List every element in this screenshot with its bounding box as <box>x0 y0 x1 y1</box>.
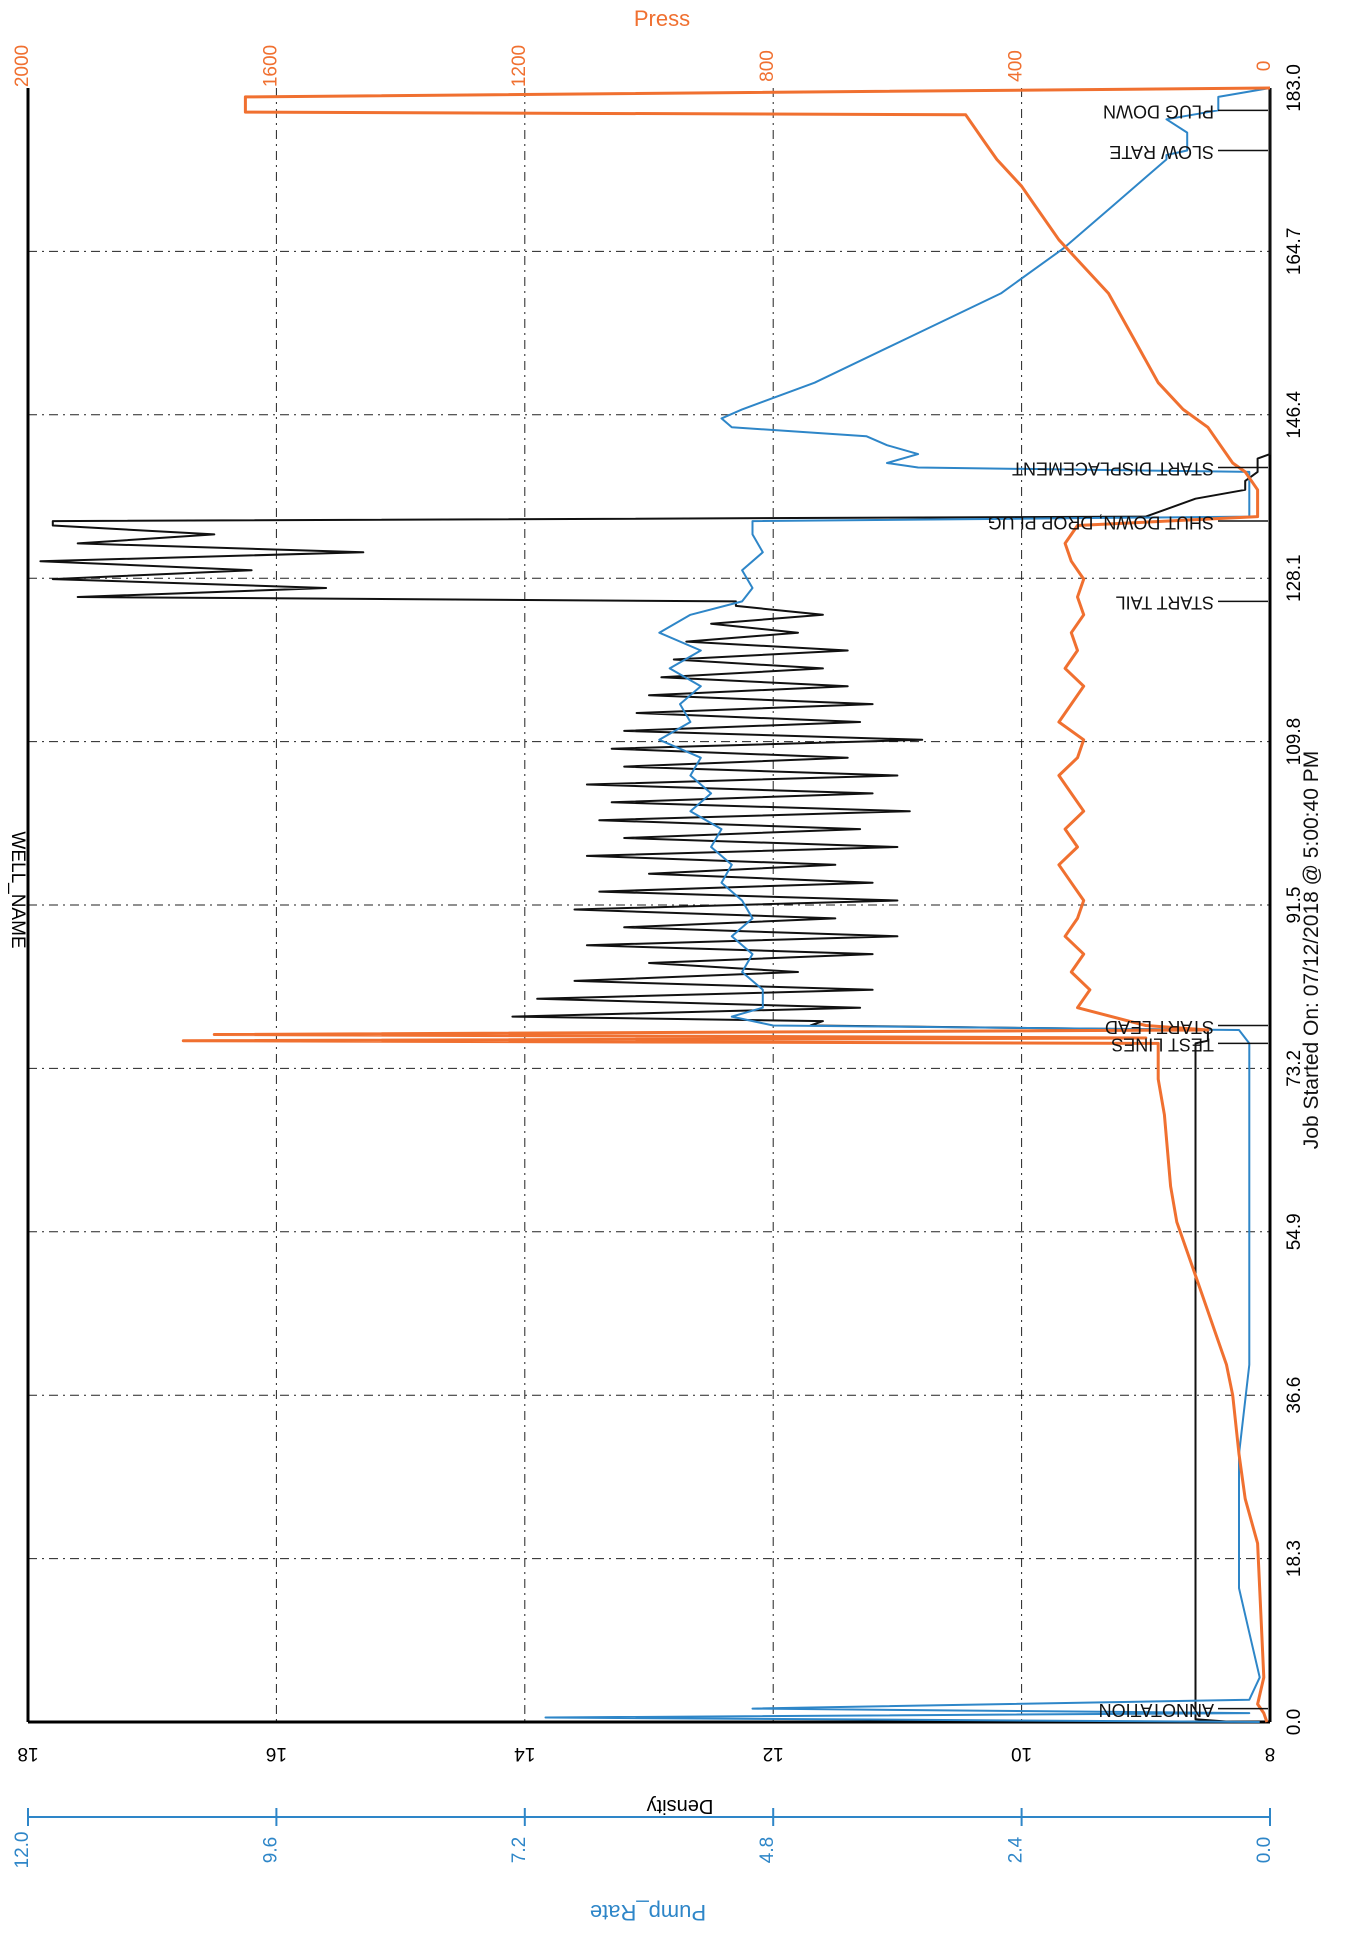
press-tick-label: 2000 <box>12 45 33 87</box>
time-tick-label: 54.9 <box>1284 1213 1305 1250</box>
press-axis-label: Press <box>634 6 690 31</box>
series-density <box>39 88 1271 1723</box>
annotation-label: SHUT DOWN, DROP PLUG <box>988 512 1214 532</box>
density-tick-label: 14 <box>514 1743 536 1764</box>
time-tick-label: 36.6 <box>1284 1377 1305 1414</box>
density-tick-label: 8 <box>1265 1743 1276 1764</box>
density-tick-label: 16 <box>266 1743 287 1764</box>
series-press <box>181 86 1271 1723</box>
time-tick-label: 73.2 <box>1284 1050 1305 1087</box>
time-tick-label: 0.0 <box>1284 1709 1305 1735</box>
press-tick-label: 1600 <box>260 45 281 87</box>
annotation-label: START TAIL <box>1116 593 1214 613</box>
job-started-footer: Job Started On: 07/12/2018 @ 5:00:40 PM <box>1300 751 1323 1149</box>
grid <box>28 88 1270 1722</box>
annotation-label: TEST LINES <box>1111 1035 1214 1055</box>
series <box>39 86 1271 1723</box>
annotation-label: START LEAD <box>1105 1017 1214 1037</box>
time-tick-label: 128.1 <box>1284 554 1305 602</box>
density-tick-label: 12 <box>763 1743 784 1764</box>
time-tick-label: 18.3 <box>1284 1540 1305 1577</box>
annotation-label: START DISPLACEMENT <box>1012 459 1214 479</box>
pump-rate-tick-label: 2.4 <box>1006 1836 1027 1863</box>
pump-rate-axis-label: Pump_Rate <box>590 1900 706 1925</box>
press-tick-label: 1200 <box>509 45 530 87</box>
annotation-label: ANNOTATION <box>1099 1700 1214 1720</box>
annotation-label: PLUG DOWN <box>1103 102 1214 122</box>
tick-labels: 0.0 18.3 36.6 54.9 73.2 91.5 109.8 128.1 146.4 16… <box>12 45 1305 1869</box>
time-tick-label: 109.8 <box>1284 718 1305 766</box>
annotation-label: SLOW RATE <box>1109 142 1214 162</box>
pump-rate-tick-label: 12.0 <box>12 1832 33 1869</box>
pump-rate-tick-label: 9.6 <box>260 1837 281 1863</box>
density-tick-label: 10 <box>1011 1743 1032 1764</box>
pump-rate-tick-label: 7.2 <box>509 1837 530 1863</box>
press-tick-label: 800 <box>757 50 778 82</box>
time-tick-label: 91.5 <box>1284 887 1305 924</box>
pump-rate-tick-label: 4.8 <box>757 1837 778 1863</box>
pump-rate-tick-label: 0.0 <box>1254 1837 1275 1863</box>
density-axis-label: Density <box>647 1795 714 1817</box>
series-pump-rate <box>544 87 1271 1723</box>
density-tick-label: 18 <box>17 1743 38 1764</box>
time-tick-label: 183.0 <box>1284 64 1305 112</box>
time-tick-label: 164.7 <box>1284 228 1305 276</box>
press-tick-label: 0 <box>1254 61 1275 72</box>
press-tick-label: 400 <box>1006 50 1027 82</box>
well-name: WELL_NAME <box>7 831 28 948</box>
time-tick-label: 146.4 <box>1284 391 1305 439</box>
